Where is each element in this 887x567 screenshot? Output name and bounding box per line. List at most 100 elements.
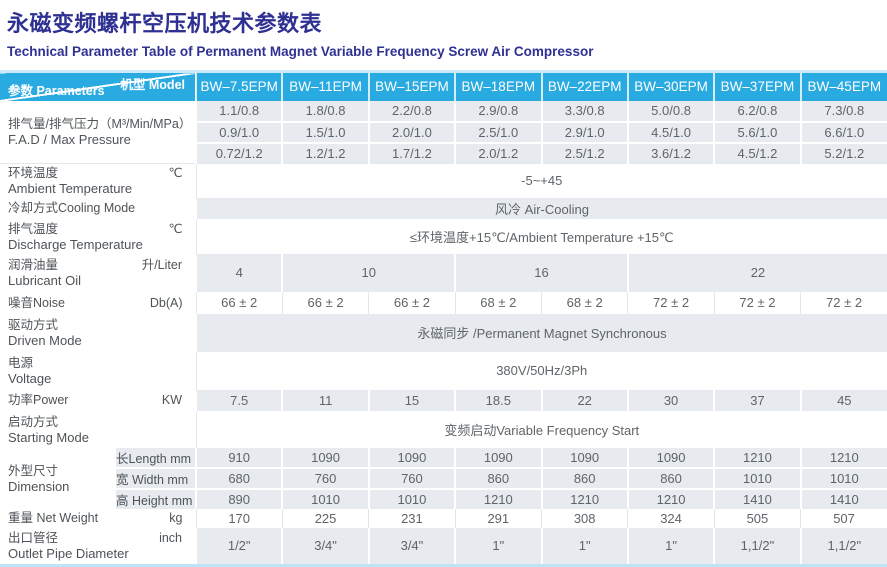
row-label-ambient: 环境温度 ℃ Ambient Temperature	[0, 163, 196, 198]
outlet-label-en: Outlet Pipe Diameter	[8, 546, 129, 562]
row-label-voltage: 电源 Voltage	[0, 351, 196, 390]
dimension-value-cell: 860	[454, 466, 542, 489]
row-label-cooling: 冷却方式Cooling Mode	[0, 197, 196, 219]
model-header: BW–45EPM	[799, 70, 887, 101]
header-row: 机型 Model 参数 Parameters BW–7.5EPM BW–11EP…	[0, 70, 887, 101]
fad-label-zh: 排气量/排气压力（M³/Min/MPa）	[8, 117, 192, 132]
fad-value-cell: 5.2/1.2	[799, 141, 887, 164]
model-header: BW–11EPM	[281, 70, 369, 101]
row-noise: 噪音Noise Db(A) 66 ± 2 66 ± 2 66 ± 2 68 ± 2…	[0, 291, 887, 314]
fad-value-cell: 1.8/0.8	[281, 100, 369, 122]
page-title: 永磁变频螺杆空压机技术参数表	[7, 11, 323, 36]
noise-value-cell: 66 ± 2	[368, 291, 456, 314]
noise-label: 噪音Noise	[8, 295, 65, 310]
dimension-value-cell: 1210	[799, 447, 887, 468]
row-label-discharge: 排气温度 ℃ Discharge Temperature	[0, 218, 196, 254]
driven-value-cell: 永磁同步 /Permanent Magnet Synchronous	[195, 313, 887, 352]
row-voltage: 电源 Voltage 380V/50Hz/3Ph	[0, 351, 887, 390]
discharge-label-en: Discharge Temperature	[8, 236, 143, 252]
dimension-value-cell: 1090	[281, 447, 369, 468]
dimension-value-cell: 1010	[281, 487, 369, 509]
fad-value-cell: 5.6/1.0	[713, 120, 801, 143]
weight-value-cell: 308	[540, 508, 628, 528]
row-label-driven: 驱动方式 Driven Mode	[0, 313, 196, 352]
dimension-value-cell: 1010	[713, 466, 801, 489]
weight-value-cell: 507	[800, 508, 887, 528]
row-starting: 启动方式 Starting Mode 变频启动Variable Frequenc…	[0, 410, 887, 448]
dimension-sub-label-height: 高 Height mm	[114, 487, 196, 509]
lubricant-value-cell: 22	[626, 253, 887, 292]
row-fad-1: 排气量/排气压力（M³/Min/MPa） F.A.D / Max Pressur…	[0, 100, 887, 164]
row-dimension-height: 高 Height mm 890 1010 1010 1210 1210 1210…	[0, 487, 887, 509]
parameters-table: 机型 Model 参数 Parameters BW–7.5EPM BW–11EP…	[0, 70, 887, 567]
weight-value-cell: 505	[713, 508, 801, 528]
fad-value-cell: 4.5/1.2	[713, 141, 801, 164]
fad-value-cell: 7.3/0.8	[799, 100, 887, 122]
noise-value-cell: 66 ± 2	[195, 291, 283, 314]
outlet-value-cell: 1"	[454, 527, 542, 566]
dimension-value-cell: 760	[281, 466, 369, 489]
power-value-cell: 22	[540, 389, 628, 411]
dimension-value-cell: 1410	[799, 487, 887, 509]
fad-value-cell: 2.5/1.2	[540, 141, 628, 164]
starting-label-en: Starting Mode	[8, 429, 89, 445]
row-discharge: 排气温度 ℃ Discharge Temperature ≤环境温度+15℃/Am…	[0, 218, 887, 254]
row-outlet: 出口管径 inch Outlet Pipe Diameter 1/2" 3/4" …	[0, 527, 887, 566]
starting-value-cell: 变频启动Variable Frequency Start	[195, 410, 887, 448]
dimension-value-cell: 680	[194, 466, 283, 489]
ambient-value-cell: -5~+45	[195, 163, 887, 198]
page-subtitle: Technical Parameter Table of Permanent M…	[7, 44, 594, 59]
model-header: BW–30EPM	[626, 70, 715, 101]
voltage-label-zh: 电源	[8, 356, 34, 370]
row-fad-2: 0.9/1.0 1.5/1.0 2.0/1.0 2.5/1.0 2.9/1.0 …	[0, 120, 887, 143]
fad-value-cell: 2.2/0.8	[367, 100, 456, 122]
row-label-dimension: 外型尺寸 Dimension	[0, 447, 115, 509]
fad-value-cell: 2.5/1.0	[454, 120, 542, 143]
weight-unit: kg	[169, 511, 183, 525]
lubricant-value-cell: 10	[281, 253, 456, 292]
dimension-value-cell: 890	[194, 487, 283, 509]
noise-unit: Db(A)	[149, 295, 183, 310]
noise-value-cell: 66 ± 2	[281, 291, 369, 314]
outlet-value-cell: 1/2"	[194, 527, 283, 566]
dimension-sub-label-length: 长Length mm	[114, 447, 196, 468]
outlet-label-zh: 出口管径	[8, 531, 59, 546]
power-value-cell: 30	[626, 389, 715, 411]
power-label: 功率Power	[8, 393, 69, 407]
dimension-value-cell: 860	[540, 466, 628, 489]
noise-value-cell: 68 ± 2	[540, 291, 628, 314]
dimension-label-zh: 外型尺寸	[8, 463, 59, 478]
outlet-unit: inch	[159, 531, 182, 546]
model-header: BW–37EPM	[713, 70, 801, 101]
power-value-cell: 45	[799, 389, 887, 411]
row-label-weight: 重量 Net Weight kg	[0, 508, 196, 528]
lubricant-label-zh: 润滑油量	[8, 258, 59, 272]
dimension-value-cell: 1090	[454, 447, 542, 468]
ambient-unit: ℃	[168, 166, 183, 181]
noise-value-cell: 72 ± 2	[800, 291, 887, 314]
row-power: 功率Power KW 7.5 11 15 18.5 22 30 37 45	[0, 389, 887, 411]
fad-value-cell: 2.9/0.8	[454, 100, 542, 122]
dimension-value-cell: 860	[626, 466, 715, 489]
cooling-value-cell: 风冷 Air-Cooling	[195, 197, 887, 219]
fad-value-cell: 2.0/1.2	[454, 141, 542, 164]
row-label-noise: 噪音Noise Db(A)	[0, 291, 196, 314]
driven-label-zh: 驱动方式	[8, 318, 59, 332]
dimension-value-cell: 1210	[454, 487, 542, 509]
weight-value-cell: 324	[627, 508, 715, 528]
dimension-value-cell: 910	[194, 447, 283, 468]
row-fad-3: 0.72/1.2 1.2/1.2 1.7/1.2 2.0/1.2 2.5/1.2…	[0, 141, 887, 164]
noise-value-cell: 68 ± 2	[454, 291, 542, 314]
outlet-value-cell: 1"	[626, 527, 715, 566]
outlet-value-cell: 3/4"	[367, 527, 456, 566]
row-dimension-width: 宽 Width mm 680 760 760 860 860 860 1010 …	[0, 466, 887, 489]
dimension-value-cell: 1410	[713, 487, 801, 509]
noise-value-cell: 72 ± 2	[627, 291, 715, 314]
row-label-outlet: 出口管径 inch Outlet Pipe Diameter	[0, 527, 196, 566]
fad-value-cell: 1.1/0.8	[194, 100, 283, 122]
weight-label: 重量 Net Weight	[8, 511, 99, 525]
fad-value-cell: 4.5/1.0	[626, 120, 715, 143]
fad-value-cell: 5.0/0.8	[626, 100, 715, 122]
fad-value-cell: 0.72/1.2	[194, 141, 283, 164]
ambient-label-en: Ambient Temperature	[8, 181, 133, 197]
